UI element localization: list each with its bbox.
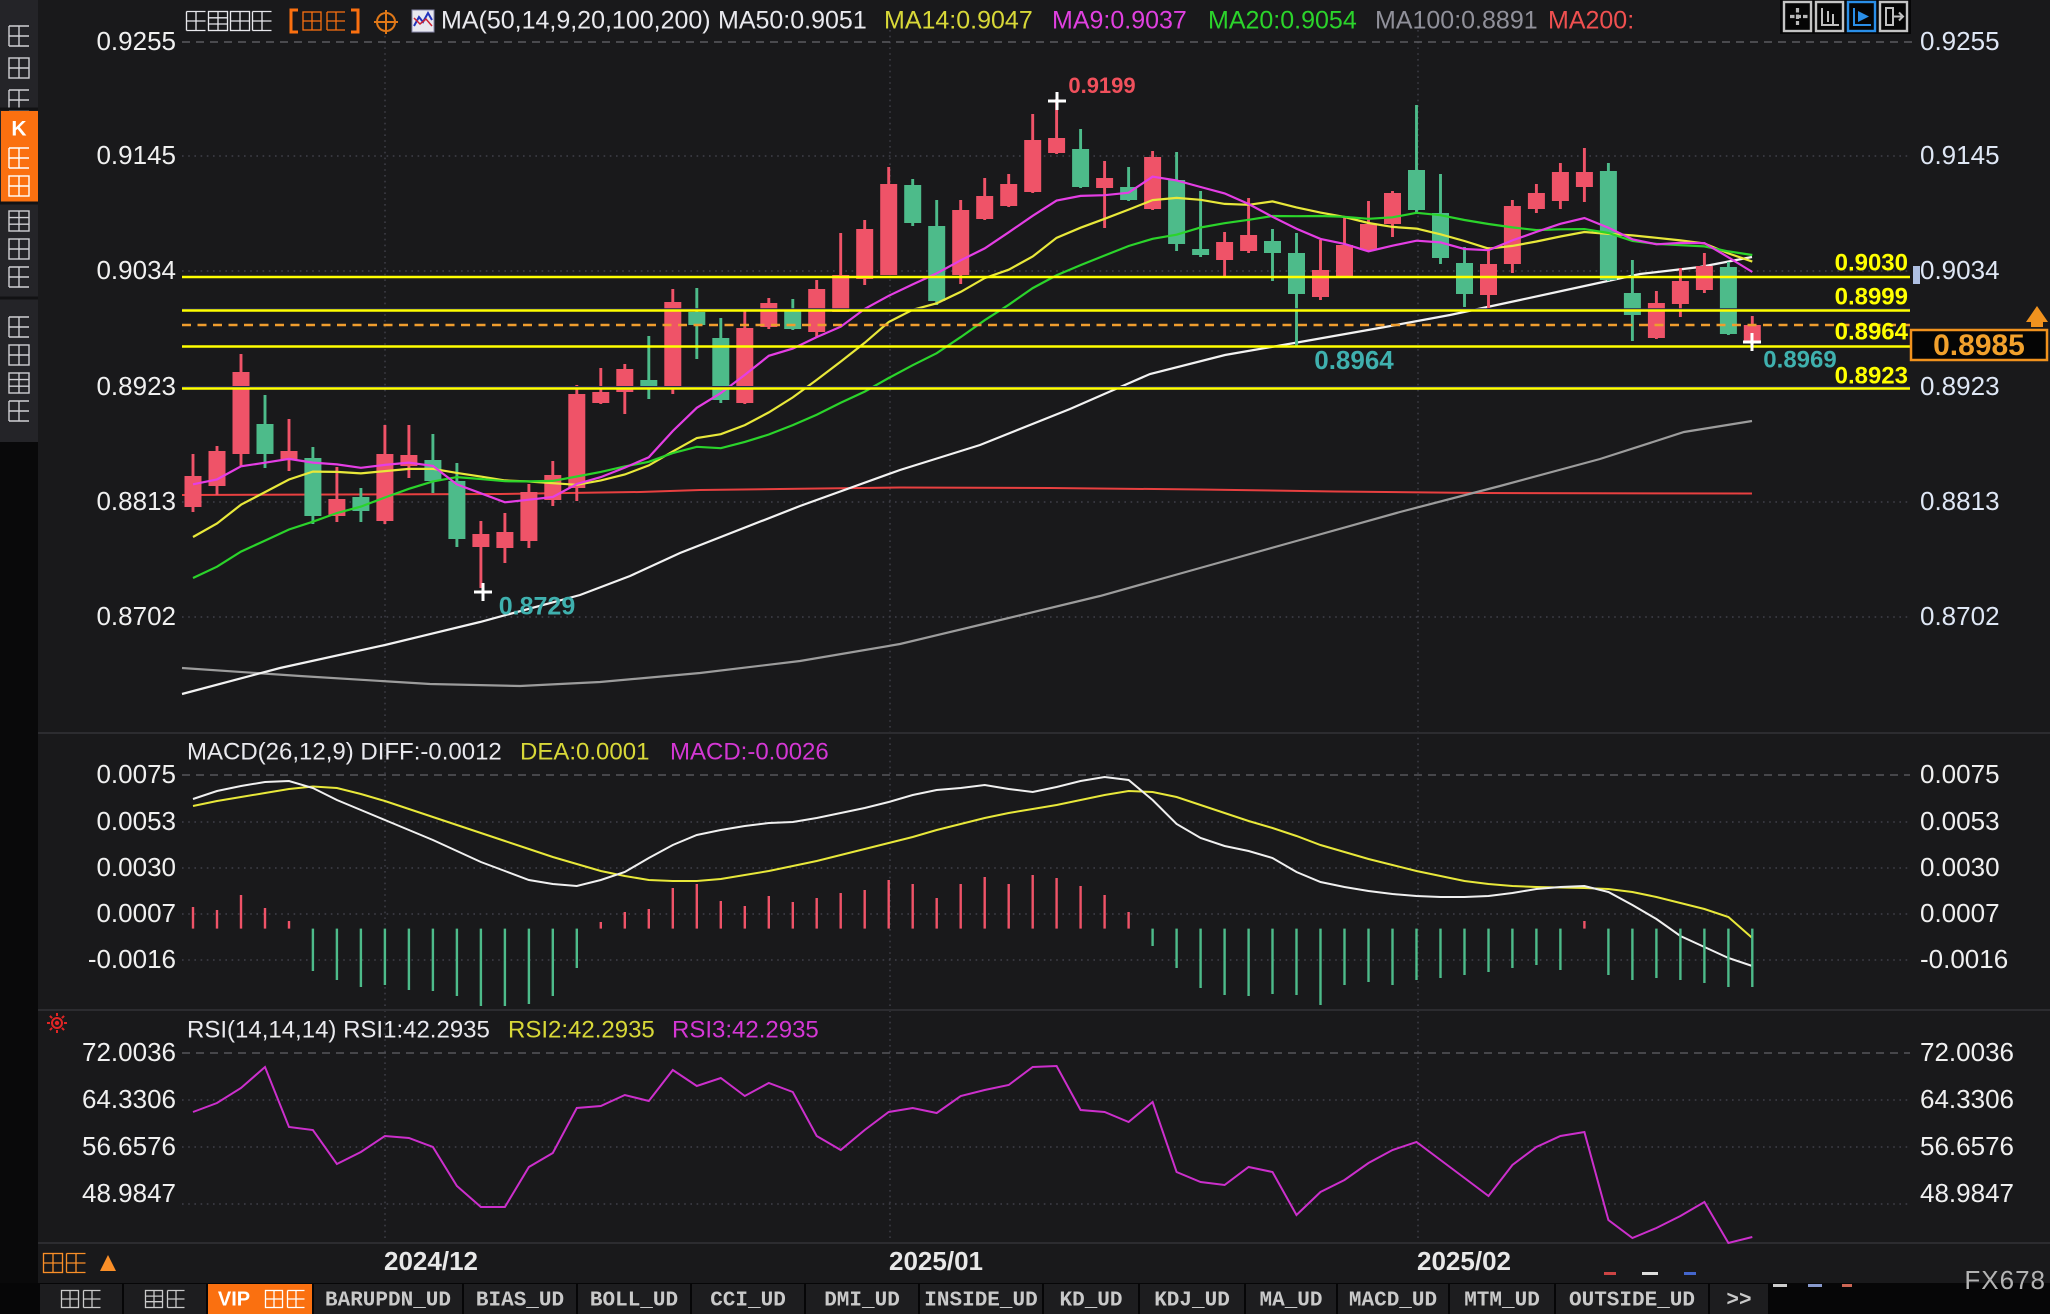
svg-text:0.0053: 0.0053 [1920, 806, 2000, 836]
svg-text:MA_UD: MA_UD [1259, 1290, 1322, 1313]
svg-text:0.8923: 0.8923 [1920, 371, 2000, 401]
svg-text:KD_UD: KD_UD [1059, 1290, 1122, 1313]
svg-text:0.9145: 0.9145 [1920, 140, 2000, 170]
svg-text:MACD(26,12,9) DIFF:-0.0012: MACD(26,12,9) DIFF:-0.0012 [187, 738, 502, 765]
svg-text:BARUPDN_UD: BARUPDN_UD [325, 1290, 451, 1313]
svg-text:2025/02: 2025/02 [1417, 1246, 1511, 1276]
svg-text:56.6576: 56.6576 [1920, 1131, 2014, 1161]
svg-text:72.0036: 72.0036 [1920, 1037, 2014, 1067]
svg-text:0.0030: 0.0030 [1920, 852, 2000, 882]
svg-text:INSIDE_UD: INSIDE_UD [924, 1290, 1037, 1313]
svg-text:MA9:0.9037: MA9:0.9037 [1052, 7, 1187, 35]
svg-text:MTM_UD: MTM_UD [1464, 1290, 1540, 1313]
svg-text:RSI(14,14,14) RSI1:42.2935: RSI(14,14,14) RSI1:42.2935 [187, 1016, 490, 1043]
svg-text:VIP: VIP [218, 1288, 250, 1310]
svg-text:0.8813: 0.8813 [96, 486, 176, 516]
svg-text:0.9030: 0.9030 [1835, 249, 1908, 276]
svg-text:64.3306: 64.3306 [1920, 1084, 2014, 1114]
svg-text:BIAS_UD: BIAS_UD [476, 1290, 564, 1313]
svg-text:0.9034: 0.9034 [1920, 255, 2000, 285]
svg-text:0.9199: 0.9199 [1068, 73, 1135, 98]
svg-text:KDJ_UD: KDJ_UD [1154, 1290, 1230, 1313]
svg-text:OUTSIDE_UD: OUTSIDE_UD [1569, 1290, 1695, 1313]
svg-text:0.8923: 0.8923 [96, 371, 176, 401]
svg-text:48.9847: 48.9847 [1920, 1178, 2014, 1208]
svg-text:2025/01: 2025/01 [889, 1246, 983, 1276]
svg-text:0.0053: 0.0053 [96, 806, 176, 836]
svg-text:0.0007: 0.0007 [1920, 898, 2000, 928]
svg-text:-0.0016: -0.0016 [88, 944, 176, 974]
svg-text:0.8923: 0.8923 [1835, 362, 1908, 389]
svg-text:CCI_UD: CCI_UD [710, 1290, 786, 1313]
svg-text:-0.0016: -0.0016 [1920, 944, 2008, 974]
svg-text:MA200:: MA200: [1548, 7, 1634, 35]
svg-text:MA50:0.9051: MA50:0.9051 [718, 7, 867, 35]
svg-text:0.8985: 0.8985 [1933, 329, 2025, 362]
svg-text:MA(50,14,9,20,100,200): MA(50,14,9,20,100,200) [441, 7, 711, 35]
svg-text:MACD_UD: MACD_UD [1349, 1290, 1437, 1313]
svg-text:0.8813: 0.8813 [1920, 486, 2000, 516]
svg-text:0.8999: 0.8999 [1835, 283, 1908, 310]
svg-text:0.8729: 0.8729 [499, 593, 575, 621]
svg-text:DMI_UD: DMI_UD [824, 1290, 900, 1313]
svg-text:MA14:0.9047: MA14:0.9047 [884, 7, 1033, 35]
svg-text:>>: >> [1726, 1290, 1751, 1313]
svg-text:64.3306: 64.3306 [82, 1084, 176, 1114]
svg-text:0.8969: 0.8969 [1763, 346, 1836, 373]
svg-text:MA100:0.8891: MA100:0.8891 [1375, 7, 1538, 35]
svg-text:56.6576: 56.6576 [82, 1131, 176, 1161]
svg-text:DEA:0.0001: DEA:0.0001 [520, 738, 649, 765]
svg-text:0.9255: 0.9255 [96, 26, 176, 56]
svg-text:RSI2:42.2935: RSI2:42.2935 [508, 1016, 655, 1043]
svg-text:48.9847: 48.9847 [82, 1178, 176, 1208]
svg-text:0.0007: 0.0007 [96, 898, 176, 928]
svg-text:RSI3:42.2935: RSI3:42.2935 [672, 1016, 819, 1043]
svg-text:0.9034: 0.9034 [96, 255, 176, 285]
svg-text:0.8964: 0.8964 [1314, 345, 1394, 375]
svg-text:0.0030: 0.0030 [96, 852, 176, 882]
svg-text:0.8964: 0.8964 [1835, 318, 1909, 345]
svg-text:0.8702: 0.8702 [1920, 601, 2000, 631]
svg-text:2024/12: 2024/12 [384, 1246, 478, 1276]
svg-text:0.0075: 0.0075 [1920, 759, 2000, 789]
svg-text:FX678: FX678 [1964, 1265, 2046, 1295]
svg-text:BOLL_UD: BOLL_UD [590, 1290, 678, 1313]
svg-text:0.9255: 0.9255 [1920, 26, 2000, 56]
svg-text:0.0075: 0.0075 [96, 759, 176, 789]
svg-text:K: K [11, 118, 26, 141]
svg-text:0.8702: 0.8702 [96, 601, 176, 631]
svg-text:MA20:0.9054: MA20:0.9054 [1208, 7, 1357, 35]
svg-text:0.9145: 0.9145 [96, 140, 176, 170]
svg-text:72.0036: 72.0036 [82, 1037, 176, 1067]
svg-text:MACD:-0.0026: MACD:-0.0026 [670, 738, 829, 765]
